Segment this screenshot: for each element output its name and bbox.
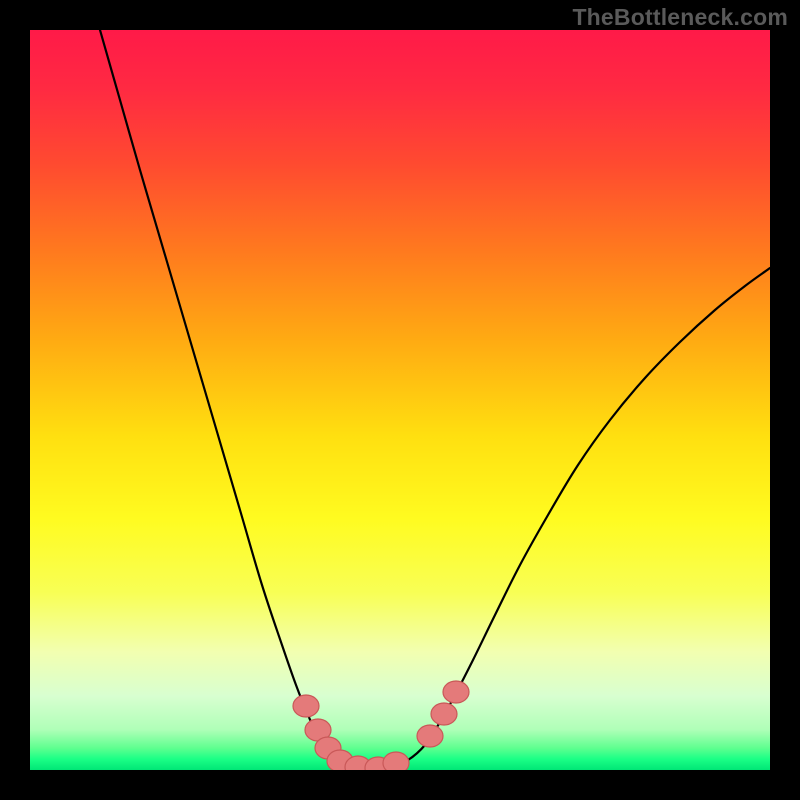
frame: TheBottleneck.com bbox=[0, 0, 800, 800]
watermark-text: TheBottleneck.com bbox=[572, 4, 788, 31]
gradient-background bbox=[30, 30, 770, 770]
bottleneck-chart bbox=[30, 30, 770, 770]
highlight-marker bbox=[417, 725, 443, 747]
highlight-marker bbox=[431, 703, 457, 725]
highlight-marker bbox=[293, 695, 319, 717]
highlight-marker bbox=[383, 752, 409, 770]
highlight-marker bbox=[443, 681, 469, 703]
plot-area bbox=[30, 30, 770, 770]
